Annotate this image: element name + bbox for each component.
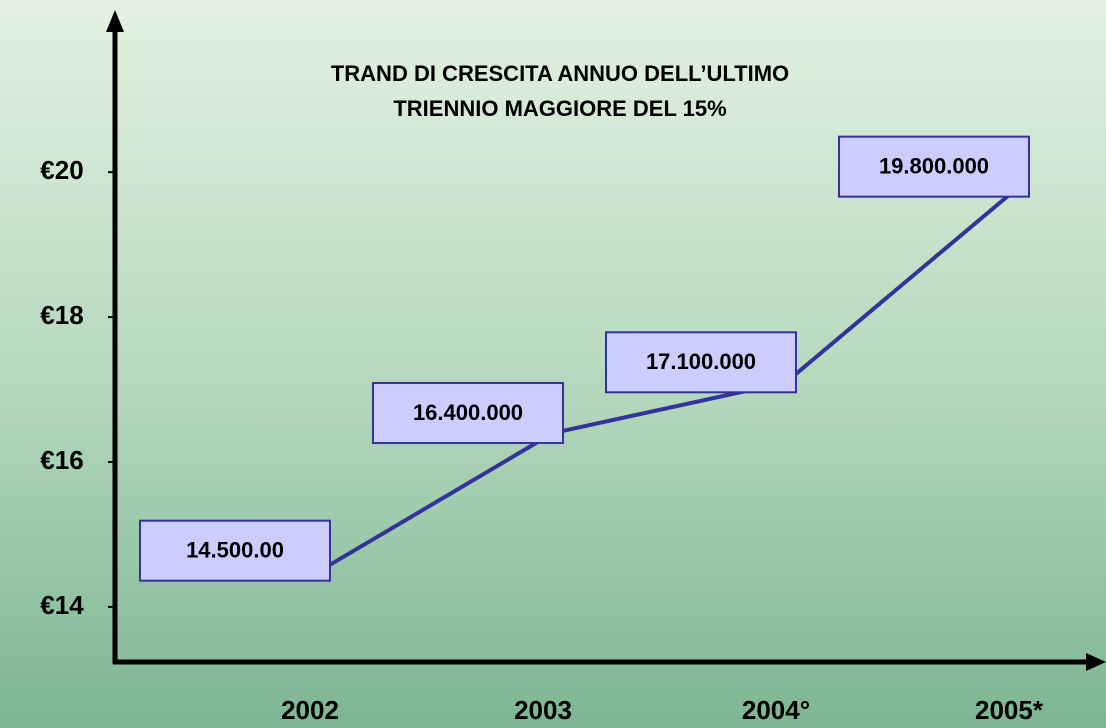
chart-title: TRAND DI CRESCITA ANNUO DELL’ULTIMO: [331, 61, 789, 86]
y-tick-label: €18: [40, 300, 83, 330]
chart-title: TRIENNIO MAGGIORE DEL 15%: [393, 96, 726, 121]
page: {"chart_data": {"type": "line", "title":…: [0, 0, 1106, 728]
y-tick-label: €14: [40, 590, 84, 620]
y-tick-label: €20: [40, 155, 83, 185]
x-tick-label: 2002: [281, 695, 339, 725]
x-tick-label: 2005*: [975, 695, 1044, 725]
x-tick-label: 2003: [514, 695, 572, 725]
data-label: 16.400.000: [413, 400, 523, 425]
y-tick-label: €16: [40, 445, 83, 475]
chart: TRAND DI CRESCITA ANNUO DELL’ULTIMO TRIE…: [0, 0, 1106, 728]
data-label: 19.800.000: [879, 153, 989, 178]
data-label: 17.100.000: [646, 349, 756, 374]
x-tick-label: 2004°: [742, 695, 810, 725]
data-label: 14.500.00: [186, 538, 284, 563]
